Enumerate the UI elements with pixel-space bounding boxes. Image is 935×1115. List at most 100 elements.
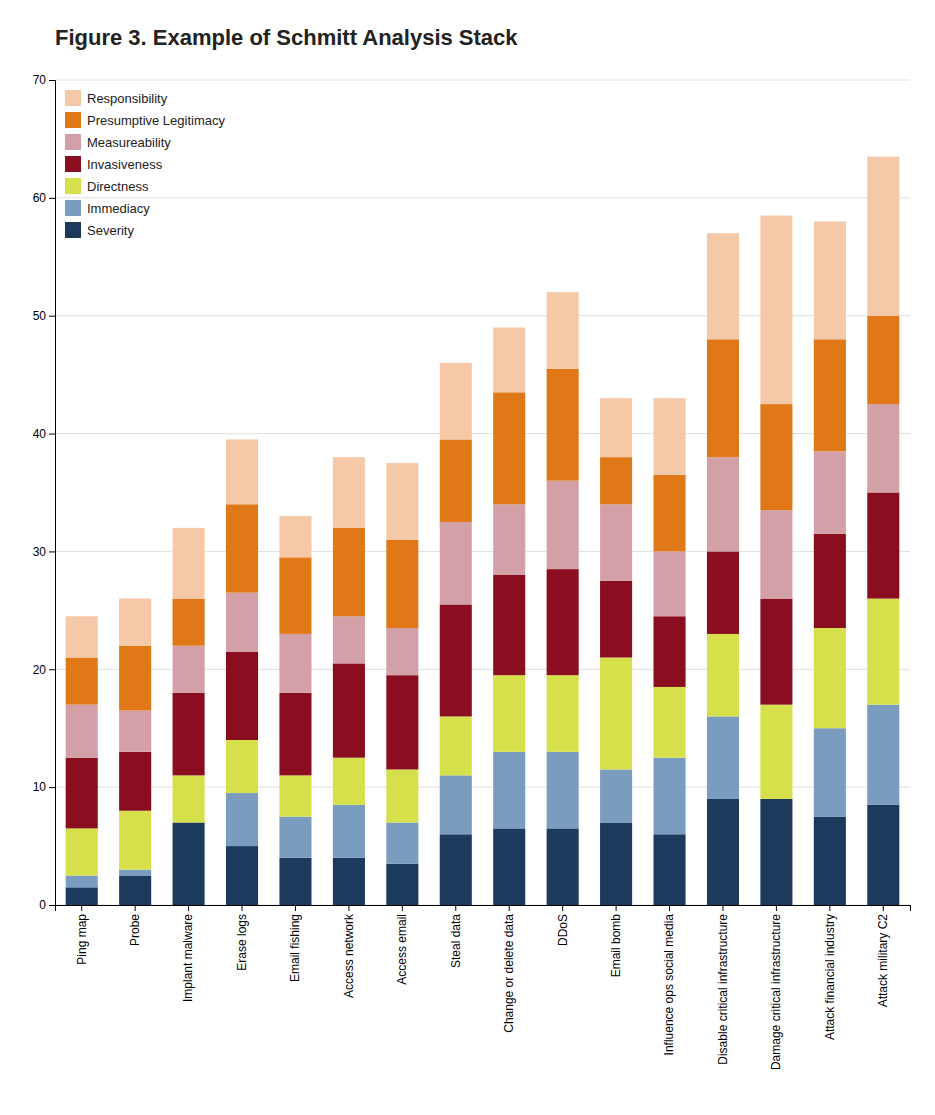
- bar: [119, 646, 151, 711]
- bar: [867, 157, 899, 316]
- legend-item: Directness: [65, 178, 149, 194]
- bar: [867, 404, 899, 492]
- tick-label: 20: [33, 663, 47, 677]
- tick: Influence ops social media: [662, 905, 676, 1055]
- bar: [493, 675, 525, 752]
- bar: [279, 516, 311, 557]
- bar: [547, 675, 579, 752]
- tick: Access network: [342, 905, 356, 998]
- tick-mark: [49, 80, 55, 81]
- bar: [547, 752, 579, 829]
- bar: [654, 475, 686, 552]
- series: [66, 599, 900, 876]
- bar: [279, 557, 311, 634]
- tick-label: Access email: [395, 914, 409, 985]
- bar: [654, 398, 686, 475]
- tick: 50: [33, 309, 55, 323]
- tick: Attack financial industry: [823, 905, 837, 1040]
- tick: 70: [33, 73, 55, 87]
- bar: [814, 451, 846, 534]
- tick: Attack military C2: [876, 905, 890, 1007]
- tick-label: 10: [33, 780, 47, 794]
- bar: [547, 828, 579, 905]
- legend-swatch: [65, 200, 81, 216]
- bar: [66, 887, 98, 905]
- bar: [333, 805, 365, 858]
- bar: [386, 540, 418, 628]
- bar: [493, 504, 525, 575]
- bar: [119, 811, 151, 870]
- tick: Access email: [395, 905, 409, 985]
- bar: [707, 634, 739, 717]
- tick: Implant malware: [181, 905, 195, 1002]
- tick-mark: [562, 905, 563, 911]
- legend-item: Immediacy: [65, 200, 150, 216]
- bar: [173, 599, 205, 646]
- bar: [547, 292, 579, 369]
- bar: [654, 687, 686, 758]
- bar: [66, 616, 98, 657]
- bar: [760, 705, 792, 799]
- tick-label: 30: [33, 545, 47, 559]
- bar: [707, 233, 739, 339]
- bar: [119, 752, 151, 811]
- tick: Damage critical infrastructure: [769, 905, 783, 1070]
- bar: [333, 858, 365, 905]
- bar: [173, 775, 205, 822]
- y-axis: 010203040506070: [33, 73, 56, 912]
- bar: [386, 675, 418, 769]
- legend-item: Presumptive Legitimacy: [65, 112, 225, 128]
- legend-swatch: [65, 178, 81, 194]
- legend-label: Presumptive Legitimacy: [87, 113, 225, 128]
- bar: [867, 705, 899, 805]
- bar: [279, 634, 311, 693]
- legend: ResponsibilityPresumptive LegitimacyMeas…: [65, 90, 225, 238]
- tick: 10: [33, 780, 55, 794]
- bar: [440, 716, 472, 775]
- tick: 30: [33, 545, 55, 559]
- legend-swatch: [65, 134, 81, 150]
- bar: [600, 823, 632, 906]
- tick: Steal data: [449, 905, 463, 968]
- bars: [66, 157, 900, 905]
- legend-swatch: [65, 90, 81, 106]
- tick-label: Change or delete data: [502, 914, 516, 1033]
- bar: [333, 663, 365, 757]
- tick-mark: [49, 434, 55, 435]
- tick-label: Ping map: [75, 914, 89, 965]
- bar: [279, 693, 311, 776]
- tick-mark: [242, 905, 243, 911]
- bar: [119, 711, 151, 752]
- bar: [867, 599, 899, 705]
- tick: Ping map: [75, 905, 89, 965]
- tick: Erase logs: [235, 905, 249, 971]
- bar: [814, 628, 846, 728]
- bar: [440, 775, 472, 834]
- bar: [600, 658, 632, 770]
- bar: [66, 705, 98, 758]
- tick-label: Email fishing: [288, 914, 302, 982]
- bar: [493, 392, 525, 504]
- bar: [386, 463, 418, 540]
- grid: [55, 80, 910, 905]
- bar: [226, 793, 258, 846]
- bar: [814, 221, 846, 339]
- bar: [493, 328, 525, 393]
- bar: [814, 817, 846, 905]
- bar: [226, 593, 258, 652]
- bar: [600, 457, 632, 504]
- tick-label: Access network: [342, 913, 356, 998]
- tick: Disable critical infrastructure: [716, 905, 730, 1065]
- legend-swatch: [65, 156, 81, 172]
- legend-label: Severity: [87, 223, 134, 238]
- bar: [173, 528, 205, 599]
- series: [66, 404, 900, 758]
- bar: [654, 834, 686, 905]
- tick-mark: [669, 905, 670, 911]
- bar: [600, 769, 632, 822]
- tick: 20: [33, 663, 55, 677]
- tick-mark: [616, 905, 617, 911]
- tick-label: Implant malware: [181, 914, 195, 1002]
- tick-label: Attack financial industry: [823, 914, 837, 1040]
- bar: [814, 728, 846, 816]
